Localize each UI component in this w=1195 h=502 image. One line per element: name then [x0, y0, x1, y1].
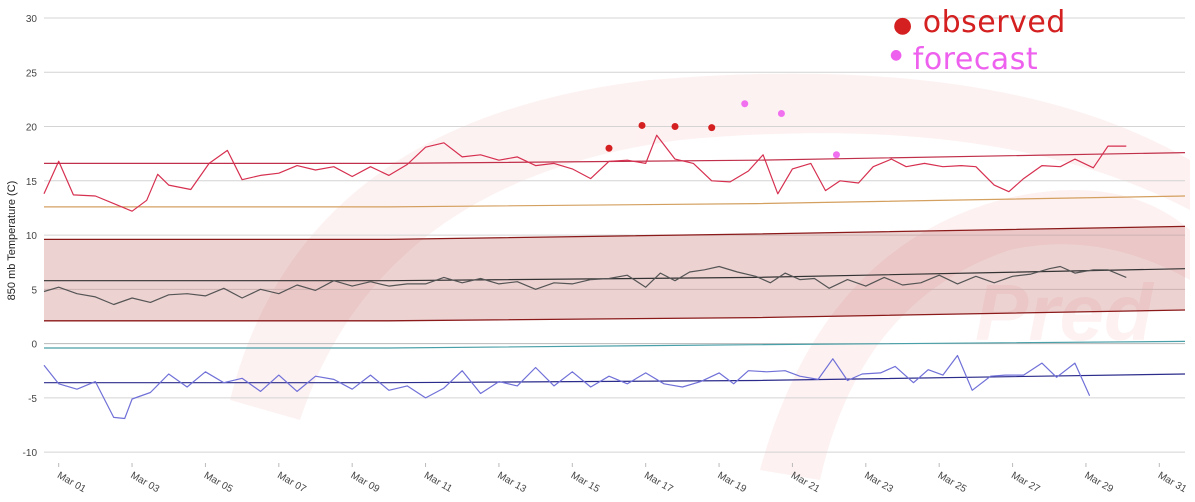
series-line-historical-minimum [43, 354, 1091, 420]
y-tick-label: 25 [26, 68, 38, 79]
legend-observed-text: observed [922, 5, 1066, 40]
watermark-swoosh [230, 73, 1190, 421]
marker-observed [638, 121, 646, 129]
y-tick-label: 20 [26, 123, 38, 134]
marker-forecast [832, 151, 840, 159]
y-tick-label: 10 [26, 231, 38, 242]
marker-observed [671, 123, 679, 131]
y-tick-label: 5 [31, 285, 37, 296]
y-tick-label: -5 [28, 394, 37, 405]
marker-forecast [741, 100, 749, 108]
x-tick-label: Mar 09 [349, 470, 382, 495]
marker-forecast [777, 110, 785, 118]
x-tick-label: Mar 29 [1082, 470, 1115, 495]
x-tick-label: Mar 07 [275, 470, 308, 495]
y-axis-label: 850 mb Temperature (C) [6, 181, 18, 301]
x-tick-label: Mar 19 [716, 470, 749, 495]
x-tick-label: Mar 11 [422, 470, 454, 495]
legend-observed-bullet: ● [893, 13, 913, 38]
y-tick-label: -10 [23, 448, 38, 459]
range-band-lower [44, 309, 1186, 322]
series-line-record-low [44, 373, 1186, 384]
x-tick-label: Mar 31 [1156, 470, 1189, 495]
y-tick-label: 30 [26, 14, 38, 25]
series-line-mean [44, 268, 1186, 282]
x-tick-label: Mar 23 [862, 470, 895, 495]
x-tick-label: Mar 15 [569, 470, 602, 495]
series-line-record-high [44, 152, 1186, 164]
x-tick-label: Mar 13 [495, 470, 528, 495]
range-band-upper [44, 225, 1186, 241]
y-tick-label: 0 [31, 340, 37, 351]
legend-observed: ● observed [893, 8, 1066, 38]
y-tick-label: 15 [26, 177, 38, 188]
marker-observed [708, 124, 716, 132]
range-band [44, 226, 1185, 321]
x-tick-label: Mar 17 [642, 470, 675, 495]
x-tick-label: Mar 25 [936, 470, 969, 495]
legend-forecast-text: forecast [912, 42, 1039, 77]
marker-observed [605, 144, 613, 152]
watermark-swoosh [760, 190, 1190, 480]
legend-forecast: ● forecast [890, 45, 1038, 75]
series-line-high-percentile [44, 195, 1186, 208]
x-tick-label: Mar 27 [1009, 470, 1042, 495]
series-line-low-percentile [44, 340, 1186, 349]
series-line-historical-maximum [43, 134, 1127, 212]
series-line-historical-mean [43, 265, 1127, 306]
x-tick-label: Mar 01 [55, 470, 88, 495]
x-tick-label: Mar 05 [202, 470, 235, 495]
x-tick-label: Mar 03 [129, 470, 162, 495]
legend-forecast-bullet: ● [890, 47, 903, 63]
